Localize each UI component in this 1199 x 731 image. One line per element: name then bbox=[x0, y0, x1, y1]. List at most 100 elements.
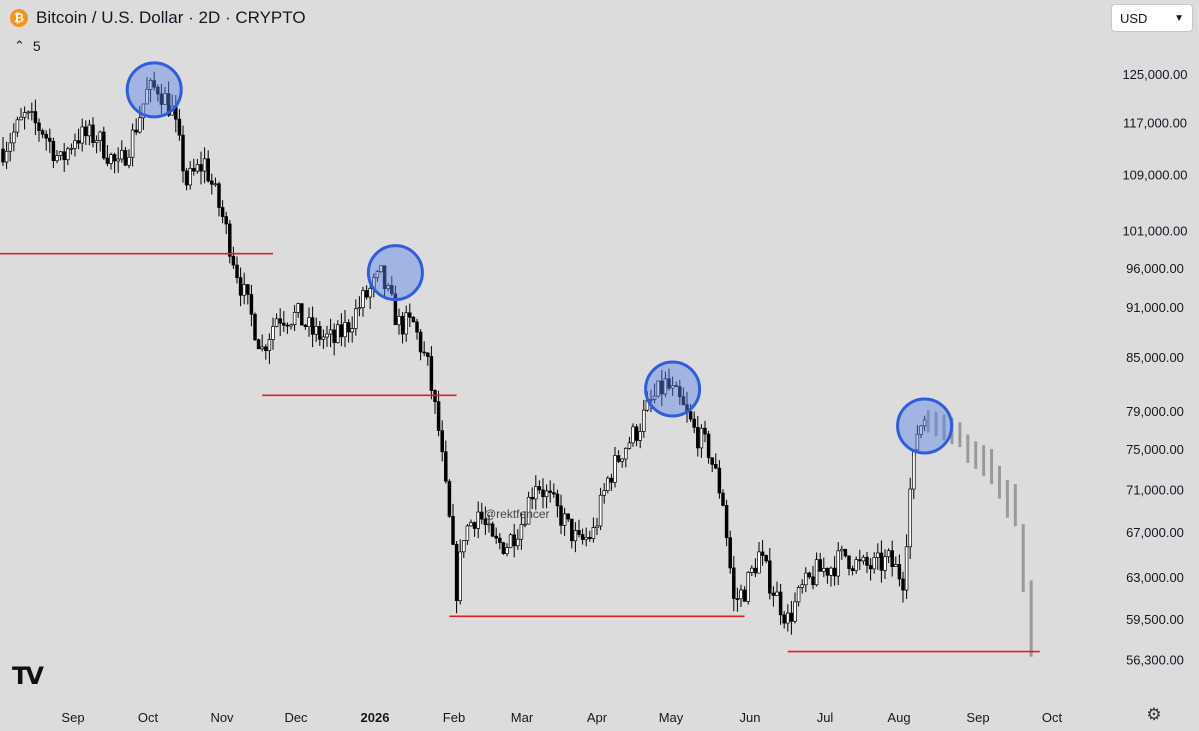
candle-body bbox=[415, 321, 419, 333]
projection-bar bbox=[934, 411, 938, 437]
x-tick-label: Mar bbox=[511, 710, 534, 725]
candle-body bbox=[699, 427, 704, 449]
candle-body bbox=[897, 564, 902, 580]
candle-body bbox=[12, 131, 16, 144]
symbol-title[interactable]: Bitcoin / U.S. Dollar · 2D · CRYPTO bbox=[36, 8, 306, 27]
candle-body bbox=[51, 140, 56, 162]
candle-body bbox=[681, 396, 686, 406]
x-tick-label: Feb bbox=[443, 710, 465, 725]
candle-body bbox=[300, 303, 304, 326]
x-tick-label: Apr bbox=[587, 710, 608, 725]
projection-bar bbox=[1013, 484, 1017, 527]
candle-body bbox=[598, 494, 603, 527]
candle-body bbox=[778, 591, 783, 616]
candle-body bbox=[58, 151, 63, 156]
candle-body bbox=[4, 150, 9, 163]
candle-body bbox=[480, 511, 484, 520]
candle-body bbox=[465, 525, 470, 541]
candle-body bbox=[523, 523, 527, 526]
x-tick-label: Jul bbox=[817, 710, 834, 725]
candle-body bbox=[220, 207, 225, 217]
candle-body bbox=[109, 154, 113, 164]
candle-body bbox=[721, 492, 725, 506]
candle-body bbox=[580, 534, 585, 540]
candle-body bbox=[159, 93, 164, 105]
candle-body bbox=[678, 386, 682, 397]
candle-body bbox=[818, 559, 822, 572]
candle-body bbox=[386, 285, 390, 290]
projection-bar bbox=[997, 465, 1001, 499]
candle-body bbox=[901, 578, 905, 591]
candle-body bbox=[487, 523, 491, 526]
candle-body bbox=[624, 448, 628, 460]
candle-body bbox=[602, 490, 606, 496]
candle-body bbox=[717, 467, 722, 494]
candle-body bbox=[33, 111, 38, 124]
y-tick-label: 125,000.00 bbox=[1122, 67, 1187, 82]
candle-body bbox=[537, 486, 542, 491]
candle-body bbox=[307, 317, 311, 328]
candle-body bbox=[166, 93, 171, 116]
candle-body bbox=[94, 140, 99, 143]
candle-body bbox=[768, 560, 772, 594]
candle-body bbox=[30, 111, 34, 113]
candle-body bbox=[426, 352, 430, 357]
candle-body bbox=[364, 290, 369, 298]
settings-icon[interactable]: ⚙ bbox=[1146, 705, 1162, 724]
candle-body bbox=[156, 86, 160, 95]
candle-body bbox=[213, 183, 218, 186]
indicator-toggle[interactable]: ⌃ 5 bbox=[14, 38, 41, 54]
candle-body bbox=[282, 322, 286, 326]
candle-body bbox=[148, 80, 153, 90]
candle-body bbox=[141, 103, 146, 119]
candle-body bbox=[429, 356, 434, 391]
candle-body bbox=[418, 331, 423, 353]
y-tick-label: 91,000.00 bbox=[1126, 300, 1184, 315]
candle-body bbox=[26, 111, 30, 114]
candle-body bbox=[627, 442, 632, 449]
candle-body bbox=[87, 124, 92, 137]
candle-body bbox=[256, 339, 261, 350]
candle-body bbox=[861, 556, 866, 562]
candle-body bbox=[231, 255, 236, 266]
candle-body bbox=[271, 326, 275, 340]
candle-body bbox=[516, 538, 520, 547]
candle-body bbox=[375, 271, 380, 279]
candle-body bbox=[408, 312, 412, 318]
y-tick-label: 63,000.00 bbox=[1126, 570, 1184, 585]
candle-body bbox=[80, 126, 84, 144]
candle-body bbox=[397, 316, 401, 326]
candle-body bbox=[652, 395, 657, 400]
projection-bar bbox=[1005, 480, 1009, 518]
chevron-up-icon[interactable]: ⌃ bbox=[14, 38, 25, 53]
candle-body bbox=[163, 93, 167, 105]
candle-body bbox=[825, 567, 830, 576]
candle-body bbox=[490, 523, 495, 537]
x-tick-label: Sep bbox=[61, 710, 84, 725]
candle-body bbox=[44, 133, 48, 139]
currency-select[interactable]: USD ▼ bbox=[1111, 4, 1193, 32]
candle-body bbox=[116, 158, 120, 162]
y-tick-label: 56,300.00 bbox=[1126, 653, 1184, 668]
candle-body bbox=[472, 522, 477, 529]
candle-body bbox=[134, 129, 138, 133]
candle-body bbox=[314, 326, 318, 335]
candle-body bbox=[562, 513, 567, 526]
candle-body bbox=[483, 518, 488, 526]
y-tick-label: 96,000.00 bbox=[1126, 261, 1184, 276]
candle-body bbox=[249, 293, 254, 315]
candle-body bbox=[606, 477, 610, 491]
candle-body bbox=[638, 431, 642, 441]
currency-value: USD bbox=[1120, 10, 1148, 26]
candle-body bbox=[757, 551, 761, 574]
candle-body bbox=[379, 265, 383, 272]
candle-body bbox=[62, 151, 66, 161]
candle-body bbox=[199, 164, 203, 172]
chart-header: ₿ Bitcoin / U.S. Dollar · 2D · CRYPTO bbox=[10, 6, 306, 30]
candle-body bbox=[462, 540, 466, 553]
candle-body bbox=[264, 346, 268, 352]
candle-body bbox=[19, 116, 23, 121]
candle-body bbox=[469, 522, 473, 527]
candle-body bbox=[732, 567, 736, 599]
